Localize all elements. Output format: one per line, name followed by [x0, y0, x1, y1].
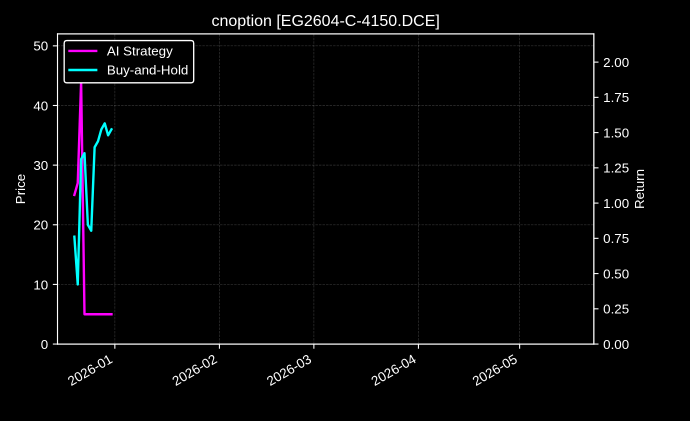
svg-text:0.50: 0.50 — [603, 266, 629, 281]
svg-text:Price: Price — [13, 174, 28, 204]
svg-text:1.25: 1.25 — [603, 161, 629, 176]
svg-text:10: 10 — [33, 277, 48, 292]
svg-text:50: 50 — [33, 39, 48, 54]
svg-text:1.75: 1.75 — [603, 90, 629, 105]
svg-text:1.00: 1.00 — [603, 196, 629, 211]
svg-text:1.50: 1.50 — [603, 125, 629, 140]
svg-text:cnoption [EG2604-C-4150.DCE]: cnoption [EG2604-C-4150.DCE] — [211, 13, 439, 30]
svg-text:20: 20 — [33, 218, 48, 233]
svg-text:0: 0 — [41, 337, 48, 352]
svg-text:2.00: 2.00 — [603, 55, 629, 70]
svg-text:AI Strategy: AI Strategy — [107, 44, 173, 59]
svg-text:30: 30 — [33, 158, 48, 173]
svg-text:40: 40 — [33, 98, 48, 113]
svg-text:0.25: 0.25 — [603, 302, 629, 317]
svg-text:Buy-and-Hold: Buy-and-Hold — [107, 63, 189, 78]
svg-text:Return: Return — [632, 169, 647, 209]
svg-text:0.00: 0.00 — [603, 337, 629, 352]
svg-text:0.75: 0.75 — [603, 231, 629, 246]
